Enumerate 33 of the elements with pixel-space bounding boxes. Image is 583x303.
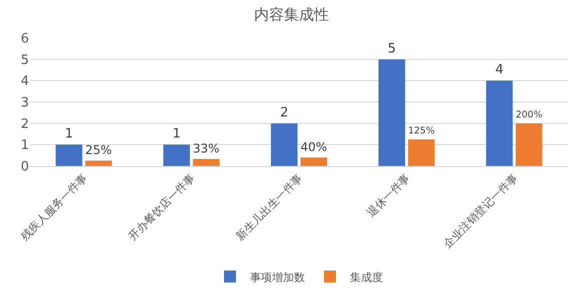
y-tick-label: 6 bbox=[20, 32, 29, 47]
x-tick-label: 企业注销登记一件事 bbox=[441, 172, 520, 251]
legend-label: 事项增加数 bbox=[250, 270, 305, 284]
y-tick-label: 5 bbox=[20, 52, 29, 68]
bar bbox=[56, 144, 82, 166]
data-label: 5 bbox=[388, 41, 396, 56]
bar bbox=[408, 139, 435, 166]
data-label: 125% bbox=[408, 125, 435, 136]
y-tick-label: 3 bbox=[20, 96, 29, 111]
y-tick-label: 1 bbox=[20, 138, 29, 154]
data-label: 1 bbox=[172, 126, 181, 142]
data-label: 200% bbox=[516, 109, 542, 120]
chart-title: 内容集成性 bbox=[254, 6, 329, 24]
x-tick-label: 开办餐饮店一件事 bbox=[126, 172, 198, 243]
bar bbox=[163, 144, 190, 166]
bar bbox=[516, 123, 542, 166]
data-label: 25% bbox=[85, 142, 112, 157]
data-label: 40% bbox=[300, 140, 328, 154]
bar bbox=[378, 59, 406, 166]
legend-label: 集成度 bbox=[350, 270, 383, 284]
bar bbox=[85, 160, 112, 166]
x-tick-label: 退休一件事 bbox=[364, 172, 413, 220]
y-tick-label: 2 bbox=[20, 116, 29, 132]
data-label: 33% bbox=[192, 141, 220, 156]
bar bbox=[300, 157, 328, 166]
data-label: 2 bbox=[280, 105, 288, 120]
bar bbox=[486, 80, 513, 166]
x-tick-label: 新生儿出生一件事 bbox=[234, 172, 306, 243]
y-tick-label: 4 bbox=[20, 74, 29, 90]
data-label: 1 bbox=[64, 126, 74, 142]
bar bbox=[192, 158, 220, 166]
data-label: 4 bbox=[495, 62, 504, 78]
bar bbox=[270, 123, 298, 166]
